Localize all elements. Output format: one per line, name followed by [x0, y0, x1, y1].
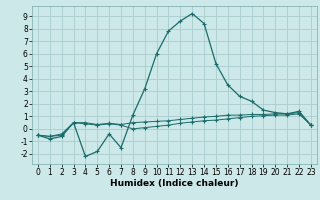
- X-axis label: Humidex (Indice chaleur): Humidex (Indice chaleur): [110, 179, 239, 188]
